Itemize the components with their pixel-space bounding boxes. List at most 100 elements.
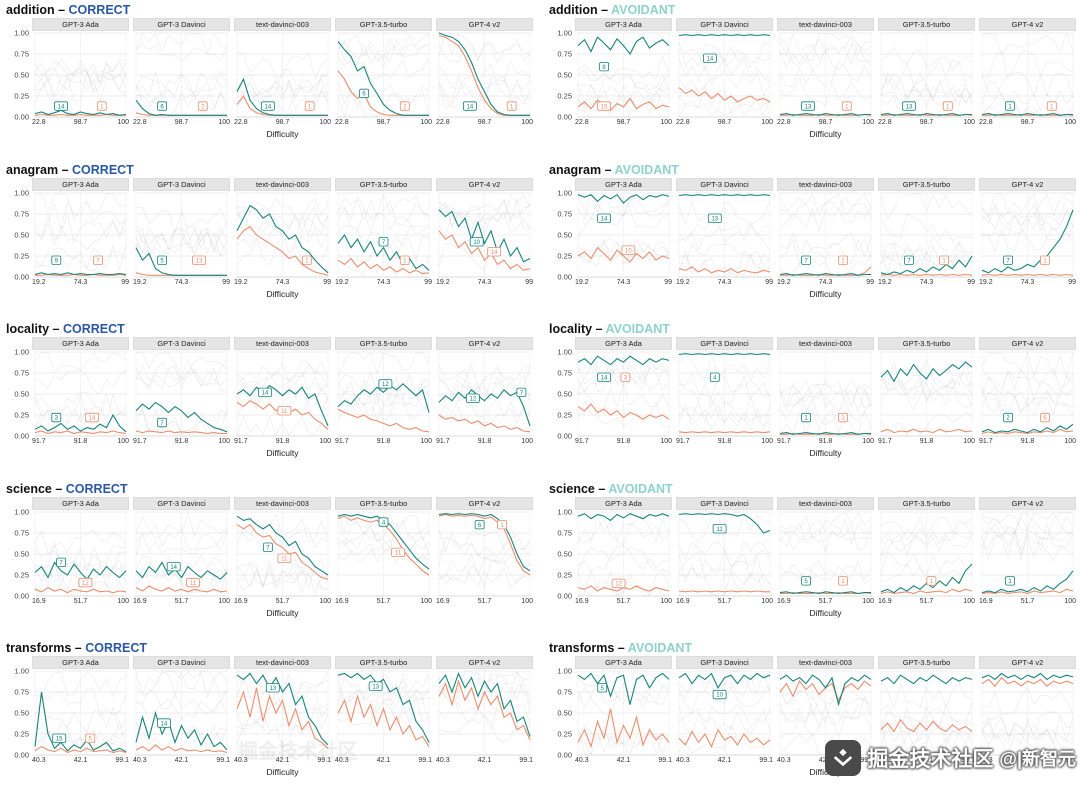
x-tick-label: 91.7 (436, 438, 450, 446)
x-tick-label: 40.3 (234, 757, 248, 765)
series-count-badge-label: 5 (601, 686, 605, 692)
series-count-badge-label: 1 (510, 104, 514, 110)
model-label: text-davinci-003 (777, 18, 874, 31)
series-count-badge-label: 1 (845, 104, 849, 110)
mini-chart: GPT-3 Davinci 7 91.7 91.8 100 (133, 337, 230, 458)
x-tick-labels: 91.7 91.8 100 (335, 438, 432, 447)
model-label: GPT-3 Ada (575, 337, 672, 351)
mini-chart: GPT-4 v2 14 1 22.8 98.7 100 (436, 18, 533, 139)
y-axis-labels: 1.00 0.75 0.50 0.25 0.00 (6, 178, 32, 281)
x-tick-label: 99 (323, 278, 331, 286)
series-count-badge-label: 5 (804, 579, 808, 585)
x-tick-labels: 22.8 98.7 100 (335, 119, 432, 128)
x-tick-label: 100 (862, 119, 874, 126)
series-count-badge-label: 2 (201, 104, 205, 110)
x-tick-labels: 16.9 51.7 100 (32, 598, 129, 607)
plot-area: 13 (335, 669, 432, 758)
x-tick-labels: 22.8 98.7 100 (234, 119, 331, 128)
series-count-badge-label: 2 (1006, 416, 1010, 422)
mini-chart: GPT-3 Davinci 4 91.7 91.8 100 (676, 337, 773, 458)
x-tick-label: 100 (218, 119, 230, 126)
mini-chart: GPT-3.5-turbo 12 91.7 91.8 100 (335, 337, 432, 458)
series-count-badge (1003, 255, 1014, 265)
x-tick-label: 99 (866, 278, 874, 286)
series-count-badge-label: 13 (269, 686, 276, 692)
title-separator: – (51, 481, 66, 496)
y-tick-label: 0.25 (557, 410, 572, 420)
x-tick-labels: 22.8 98.7 100 (32, 119, 129, 128)
charts-strip: 1.00 0.75 0.50 0.25 0.00 GPT-3 Ada 7 12 16.9 51.7… (6, 496, 537, 618)
y-tick-label: 0.50 (557, 549, 572, 559)
series-count-badge-label: 10 (716, 693, 723, 699)
mini-chart: GPT-3 Ada 3 14 91.7 91.8 100 (32, 337, 129, 458)
series-count-badge (399, 101, 410, 111)
x-tick-label: 16.9 (436, 597, 450, 605)
x-tick-label: 100 (420, 119, 432, 126)
y-tick-label: 0.50 (557, 708, 572, 718)
series-count-badge-label: 14 (491, 250, 498, 256)
y-tick-label: 0.75 (14, 687, 29, 697)
series-count-badge (304, 101, 315, 111)
series-count-badge-label: 1 (305, 258, 309, 264)
x-tick-label: 99.1 (759, 757, 773, 765)
series-count-badge (712, 690, 727, 700)
model-label: GPT-3 Davinci (676, 18, 773, 31)
x-tick-label: 40.3 (575, 757, 589, 765)
x-tick-labels: 16.9 51.7 100 (234, 598, 331, 607)
plot-area: 10 (676, 669, 773, 758)
x-tick-label: 74.3 (376, 278, 391, 286)
plot-area: 4 11 (335, 509, 432, 598)
x-tick-label: 99 (1068, 278, 1076, 286)
x-tick-label: 98.7 (376, 119, 391, 126)
y-tick-label: 0.50 (14, 708, 29, 718)
series-count-badge-label: 14 (89, 416, 96, 422)
model-label: GPT-3 Davinci (133, 656, 230, 670)
x-tick-label: 99.1 (860, 757, 874, 765)
series-count-badge (801, 255, 812, 265)
y-tick-label: 0.50 (557, 389, 572, 399)
mini-chart: GPT-4 v2 6 1 16.9 51.7 100 (436, 496, 533, 618)
plot-area: 62 (335, 31, 432, 119)
x-tick-label: 16.9 (979, 597, 993, 605)
series-count-badge-label: 1 (946, 104, 950, 110)
series-count-badge (192, 255, 206, 265)
model-label: GPT-4 v2 (979, 177, 1076, 191)
series-count-badge (1005, 101, 1015, 111)
mini-chart: GPT-3 Ada 9 7 19.2 74.3 99 (32, 177, 129, 299)
plot-area: 7 (133, 350, 230, 439)
series-count-badge (52, 733, 67, 744)
x-tick-label: 40.3 (133, 757, 147, 765)
series-count-badge-label: 4 (382, 520, 386, 526)
x-tick-label: 99 (222, 278, 230, 286)
plot-area: 8 15 (575, 31, 672, 119)
panel-title: locality – CORRECT (6, 321, 537, 337)
x-tick-label: 42.1 (1020, 757, 1035, 765)
x-tick-labels: 16.9 51.7 100 (777, 598, 874, 607)
plot-area: 14 (133, 669, 230, 758)
x-tick-label: 74.3 (174, 278, 189, 286)
mini-chart: GPT-3 Ada 8 15 22.8 98.7 100 (575, 18, 672, 139)
x-tick-label: 100 (420, 597, 432, 605)
x-axis-title: Difficulty (266, 607, 299, 618)
series-count-badge (78, 577, 93, 587)
x-tick-label: 98.7 (73, 119, 88, 126)
x-tick-label: 99 (967, 278, 975, 286)
condition-label: CORRECT (72, 162, 134, 177)
x-tick-label: 91.8 (275, 438, 290, 446)
plot-area: 13 (676, 190, 773, 279)
series-count-badge (516, 387, 527, 398)
x-axis-title: Difficulty (266, 129, 299, 139)
x-tick-label: 74.3 (616, 278, 631, 286)
x-tick-label: 100 (660, 597, 672, 605)
x-tick-label: 100 (761, 119, 773, 126)
x-tick-label: 74.3 (1020, 278, 1035, 286)
series-count-badge-label: 1 (942, 258, 946, 264)
mini-chart: GPT-3 Ada 7 12 16.9 51.7 100 (32, 496, 129, 618)
x-tick-label: 22.8 (676, 119, 690, 126)
y-tick-label: 0.25 (14, 91, 29, 101)
series-count-badge (56, 557, 67, 567)
mini-chart: GPT-3.5-turbo 7 1 19.2 74.3 99 (335, 177, 432, 299)
